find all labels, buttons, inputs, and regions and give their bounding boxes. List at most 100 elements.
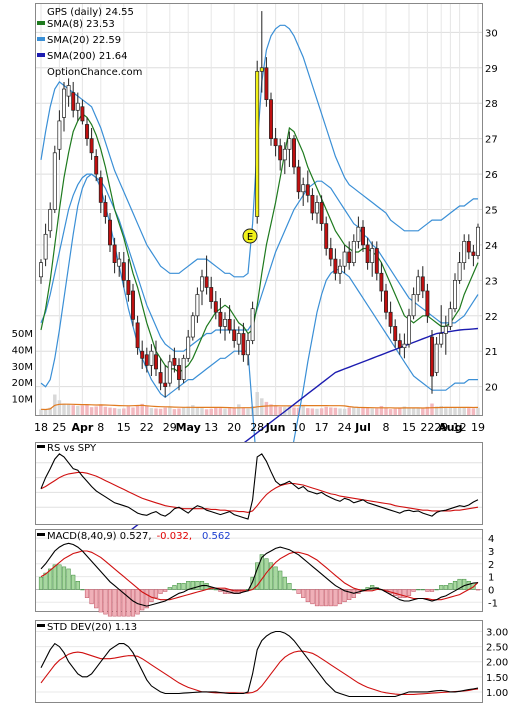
macd-histogram-bar xyxy=(48,568,53,590)
price-tick-label: 30 xyxy=(485,28,498,39)
volume-bar xyxy=(112,408,117,415)
macd-histogram-bar xyxy=(420,589,425,591)
date-tick-label: Aug xyxy=(438,421,462,434)
candle-body xyxy=(66,85,71,97)
volume-bar xyxy=(411,408,416,415)
legend-sma200: SMA(200) 21.64 xyxy=(47,51,128,62)
candle-body xyxy=(52,152,57,210)
volume-bar xyxy=(237,404,241,415)
candle-body xyxy=(62,88,66,118)
volume-bar xyxy=(273,405,278,415)
volume-bar xyxy=(269,404,273,415)
candle-body xyxy=(374,248,379,274)
candle-body xyxy=(315,202,319,214)
candle-body xyxy=(462,241,467,263)
candle-body xyxy=(218,311,223,327)
volume-bar xyxy=(186,406,190,415)
volume-bar xyxy=(453,407,457,415)
candle-body xyxy=(126,280,131,295)
volume-bar xyxy=(39,409,43,415)
std-line xyxy=(40,630,479,698)
candle-body xyxy=(250,308,255,341)
macd-histogram-bar xyxy=(319,589,324,607)
macd-histogram-bar xyxy=(158,589,163,594)
candle-body xyxy=(370,248,375,263)
macd-histogram-bar xyxy=(94,589,99,609)
candle-body xyxy=(282,148,287,161)
macd-histogram-bar xyxy=(282,576,287,590)
macd-histogram-bar xyxy=(112,589,117,617)
macd-tick-label: -1 xyxy=(488,598,498,609)
volume-bar xyxy=(200,408,204,415)
volume-bar xyxy=(108,407,112,415)
candle-body xyxy=(269,99,273,139)
macd-histogram-bar xyxy=(457,578,462,590)
date-tick-label: 22 xyxy=(140,421,154,434)
volume-bar xyxy=(476,407,480,415)
volume-bar xyxy=(471,408,476,415)
volume-bar xyxy=(209,408,213,415)
volume-bar xyxy=(379,405,384,415)
volume-bar xyxy=(434,406,439,415)
std-tick-label: 2.50 xyxy=(486,643,508,654)
candle-body xyxy=(112,244,117,263)
candle-body xyxy=(227,318,232,331)
candle-body xyxy=(246,340,250,356)
candle-body xyxy=(273,138,278,147)
volume-bar xyxy=(301,405,305,415)
macd-histogram-bar xyxy=(342,589,347,603)
earnings-marker-label: E xyxy=(247,232,253,243)
price-tick-label: 26 xyxy=(485,170,498,181)
date-tick-label: 18 xyxy=(34,421,48,434)
macd-histogram-bar xyxy=(301,589,306,598)
macd-title-prefix: MACD(8,40,9) 0.527, xyxy=(47,531,152,542)
candle-body xyxy=(89,138,94,154)
volume-bar xyxy=(71,405,75,415)
date-tick-label: Apr xyxy=(71,421,93,434)
candle-body xyxy=(361,226,365,246)
macd-histogram-bar xyxy=(287,583,292,590)
macd-histogram-bar xyxy=(80,589,85,591)
macd-histogram-bar xyxy=(117,589,122,617)
candle-body xyxy=(420,276,425,292)
volume-bar xyxy=(218,408,223,415)
legend-swatch-sma8 xyxy=(37,21,45,25)
macd-histogram-bar xyxy=(273,566,278,590)
candle-body xyxy=(200,276,204,292)
volume-bar xyxy=(227,408,232,415)
macd-histogram-bar xyxy=(397,589,402,598)
macd-histogram-bar xyxy=(443,585,448,590)
volume-bar xyxy=(457,407,462,415)
macd-histogram-bar xyxy=(439,585,444,590)
macd-histogram-bar xyxy=(98,589,103,613)
macd-histogram-bar xyxy=(305,589,310,603)
macd-histogram-bar xyxy=(121,589,126,617)
macd-histogram-bar xyxy=(149,589,154,603)
volume-bar xyxy=(66,404,71,415)
volume-bar xyxy=(333,407,338,415)
volume-bar xyxy=(191,405,195,415)
candle-body xyxy=(213,301,218,313)
volume-bar xyxy=(347,407,351,415)
candle-body xyxy=(117,258,122,267)
price-axis: 30 29 28 27 26 25 24 23 22 21 20 xyxy=(485,28,498,393)
volume-bar xyxy=(99,404,103,415)
volume-bar xyxy=(154,408,158,415)
candle-body xyxy=(131,290,135,320)
macd-histogram-bar xyxy=(255,562,260,590)
macd-histogram-bar xyxy=(186,581,191,590)
candle-body xyxy=(108,219,112,246)
candle-body xyxy=(305,184,310,196)
volume-bar xyxy=(195,407,200,415)
volume-bar xyxy=(168,407,172,415)
candle-body xyxy=(121,262,126,281)
legend-sma8: SMA(8) 23.53 xyxy=(47,19,115,30)
date-tick-label: 17 xyxy=(315,421,329,434)
macd-histogram-bar xyxy=(89,589,94,605)
volume-bar xyxy=(292,407,296,415)
volume-bar xyxy=(232,407,236,415)
volume-bar xyxy=(278,406,282,415)
chart-title: GPS (daily) 24.55 xyxy=(47,7,134,18)
macd-histogram-bar xyxy=(310,589,315,605)
